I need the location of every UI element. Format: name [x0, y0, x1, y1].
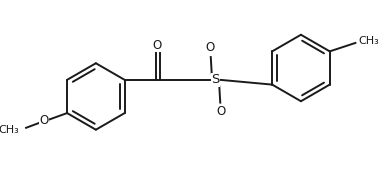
Text: O: O: [40, 114, 49, 128]
Text: O: O: [205, 41, 214, 54]
Text: CH₃: CH₃: [358, 36, 379, 46]
Text: CH₃: CH₃: [0, 125, 19, 135]
Text: O: O: [217, 106, 226, 119]
Text: O: O: [152, 39, 161, 52]
Text: S: S: [211, 73, 220, 86]
